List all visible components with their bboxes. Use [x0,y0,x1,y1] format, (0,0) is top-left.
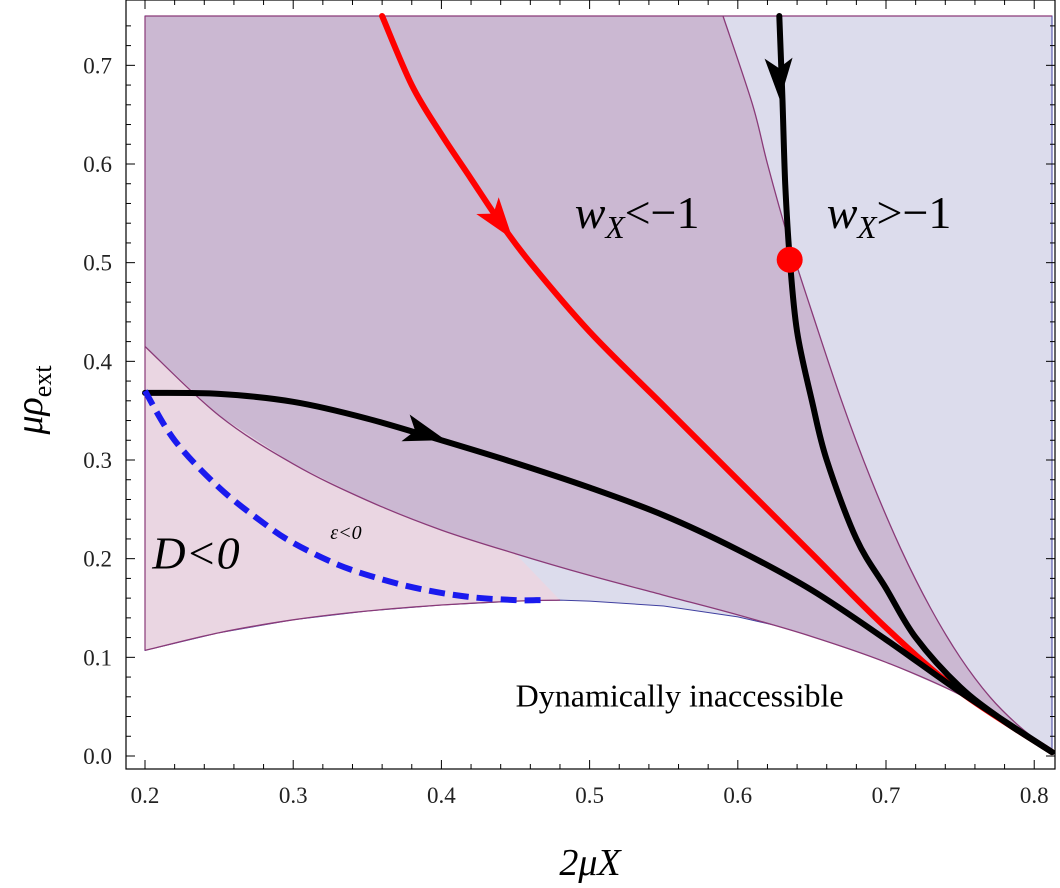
x-tick-label: 0.5 [575,783,604,808]
plot-frame [125,0,1056,770]
y-tick-label: 0.7 [83,53,112,78]
y-tick-label: 0.5 [83,251,112,276]
dashed-curve-3 [142,389,541,604]
annotation-inaccessible: Dynamically inaccessible [516,678,844,714]
axis-ticks: 0.2 0.3 0.4 0.5 0.6 0.7 0.8 0.0 0.1 0.2 0.3 0.4 0.5 0… [83,0,1055,808]
arrowhead-2-0 [764,57,793,101]
arrowhead-0-0 [476,197,513,240]
y-tick-label: 0.3 [83,448,112,473]
phantom-lower-boundary-line [144,346,1053,753]
y-tick-label: 0.0 [83,744,112,769]
trajectory-line-1 [142,389,1055,756]
annotations-layer: wX<−1 wX>−1 D<0 ε<0 Dynamically inaccessible [151,187,951,714]
arrowhead-1-0 [401,414,446,442]
annotation-eps-neg: ε<0 [330,522,361,544]
trajectory-line-0 [379,13,1055,756]
y-tick-label: 0.1 [83,645,112,670]
x-tick-label: 0.2 [131,783,160,808]
x-tick-label: 0.4 [427,783,456,808]
y-tick-label: 0.2 [83,547,112,572]
y-tick-label: 0.4 [83,349,112,374]
d-negative-region [145,346,560,651]
y-tick-label: 0.6 [83,152,112,177]
x-tick-label: 0.3 [279,783,308,808]
annotation-d-neg: D<0 [151,528,239,579]
annotation-wx-gt: wX>−1 [827,187,952,245]
y-axis-label: μρext [9,365,57,436]
phantom-right-boundary-line [722,15,1053,753]
x-tick-label: 0.7 [872,783,901,808]
x-axis-label: 2μX [559,842,622,884]
annotation-wx-lt: wX<−1 [575,187,700,245]
x-tick-label: 0.6 [723,783,752,808]
x-tick-label: 0.8 [1020,783,1049,808]
series-layer [142,13,1055,756]
frame-rect [125,0,1056,770]
trajectory-line-2 [776,13,1055,756]
intersection-point [776,246,803,273]
